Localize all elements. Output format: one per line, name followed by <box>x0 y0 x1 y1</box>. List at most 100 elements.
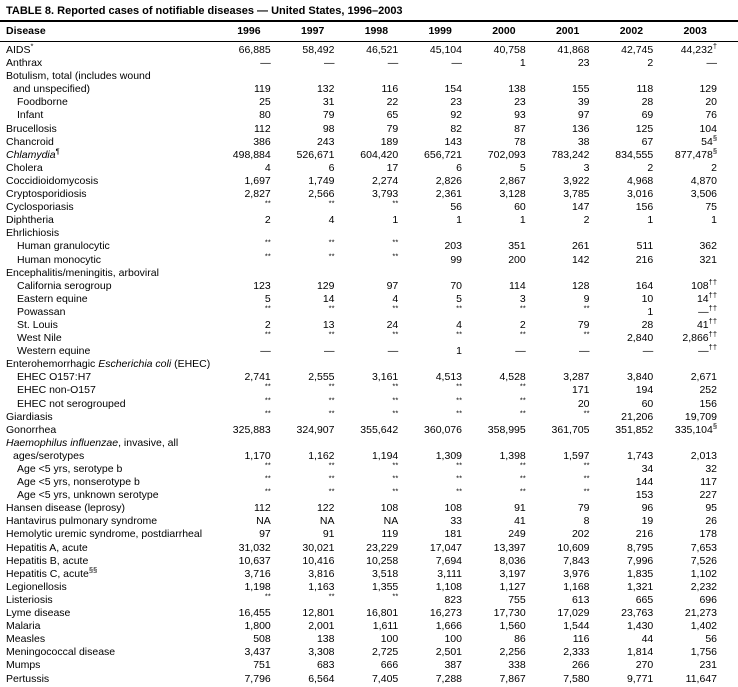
disease-label: Western equine <box>17 345 91 358</box>
value-cell: — <box>387 57 399 70</box>
value-cell: 1 <box>456 345 462 358</box>
value-cell: ** <box>456 486 462 496</box>
value-cell: 3,716 <box>244 567 271 580</box>
value-cell: ** <box>456 408 462 418</box>
value-cell: 216 <box>635 528 654 541</box>
disease-label: California serogroup <box>17 279 112 292</box>
value-cell: ** <box>328 591 335 601</box>
value-cell: ** <box>264 395 271 405</box>
value-cell: 4 <box>264 161 271 174</box>
value-cell: ** <box>456 329 462 339</box>
value-cell <box>292 437 356 450</box>
value-cell: 13 <box>322 318 335 331</box>
value-cell <box>611 267 675 280</box>
value-cell: 117 <box>700 476 717 489</box>
value-cell: ** <box>392 473 399 483</box>
value-cell: 216 <box>635 253 654 266</box>
value-cell: 665 <box>635 593 654 606</box>
disease-label: Hepatitis A, acute <box>6 541 88 554</box>
value-cell: 3,308 <box>308 646 335 659</box>
table-row: Cyclosporiasis ** ** ** 56 60 147 156 75 <box>0 199 738 214</box>
value-cell: 508 <box>253 633 271 646</box>
value-cell: 96 <box>641 502 654 515</box>
value-cell: 95 <box>705 502 717 515</box>
value-cell: 2 <box>711 161 717 174</box>
value-cell: 1 <box>392 214 399 227</box>
value-cell: 2,555 <box>308 371 335 384</box>
value-cell: 7,796 <box>244 672 271 685</box>
disease-label: Brucellosis <box>6 122 57 135</box>
disease-label: Foodborne <box>17 96 68 109</box>
value-cell: 325,883 <box>232 423 271 436</box>
table-row: Hepatitis C, acute§§ 3,716 3,816 3,518 3,111… <box>0 566 738 581</box>
value-cell: 266 <box>571 659 590 672</box>
value-cell: 2,232 <box>690 580 717 593</box>
value-cell: 702,093 <box>487 148 526 161</box>
value-cell <box>356 267 420 280</box>
value-cell: 23 <box>450 96 462 109</box>
column-header-1998: 1998 <box>355 22 420 42</box>
disease-label: Cholera <box>6 161 43 174</box>
value-cell: 3,128 <box>499 188 526 201</box>
value-cell: 10 <box>641 292 654 305</box>
value-cell: 526,671 <box>296 148 335 161</box>
value-cell <box>674 70 738 83</box>
disease-label: Human monocytic <box>17 253 102 266</box>
value-cell: ** <box>519 395 526 405</box>
value-cell: 231 <box>699 659 717 672</box>
value-cell: ** <box>392 237 399 247</box>
value-cell: 3,816 <box>308 567 335 580</box>
table-row: Anthrax — — — — 1 23 2 — <box>0 57 738 70</box>
notifiable-diseases-table: Disease 1996 1997 1998 1999 2000 2001 20… <box>0 22 738 686</box>
value-cell: ** <box>519 408 526 418</box>
value-cell: 1,402 <box>690 620 717 633</box>
table-row: Age <5 yrs, unknown serotype ** ** ** ** ** **… <box>0 486 738 502</box>
value-cell: ** <box>392 329 399 339</box>
value-cell: 104 <box>699 122 717 135</box>
value-cell: 156 <box>699 397 717 410</box>
value-cell: 2 <box>264 214 271 227</box>
value-cell: 46,521 <box>366 44 399 56</box>
table-row: Hantavirus pulmonary syndrome NA NA NA 33 41 8… <box>0 515 738 528</box>
table-row: Foodborne 25 31 22 23 23 39 28 20 <box>0 96 738 109</box>
disease-label: Coccidioidomycosis <box>6 174 99 187</box>
value-cell: — <box>451 57 463 70</box>
table-row: Brucellosis 112 98 79 82 87 136 125 104 <box>0 123 738 136</box>
table-row: West Nile ** ** ** ** ** ** 2,840 2,866†† <box>0 329 738 345</box>
table-row: St. Louis 2 13 24 4 2 79 28 41†† <box>0 317 738 332</box>
value-cell: 2,333 <box>563 646 590 659</box>
value-cell: 136 <box>571 122 590 135</box>
value-cell: 21,273 <box>684 607 717 620</box>
disease-label: Measles <box>6 633 46 646</box>
value-cell: ** <box>328 486 335 496</box>
value-cell <box>547 70 611 83</box>
table-row: Hepatitis B, acute 10,637 10,416 10,258 7,69… <box>0 555 738 568</box>
value-cell: ** <box>392 381 399 391</box>
table-row: Mumps 751 683 666 387 338 266 270 231 <box>0 659 738 672</box>
table-row: Age <5 yrs, nonserotype b ** ** ** ** ** ** 144… <box>0 473 738 489</box>
value-cell: 4 <box>456 318 462 331</box>
value-cell: 7,580 <box>563 672 590 685</box>
value-cell <box>228 358 292 371</box>
disease-label: Diphtheria <box>6 214 54 227</box>
value-cell: 67 <box>641 135 654 148</box>
value-cell: 1,835 <box>626 567 654 580</box>
value-cell: 66,885 <box>238 44 271 56</box>
value-cell: ** <box>392 395 399 405</box>
value-cell: 12,801 <box>302 607 335 620</box>
value-cell: ** <box>264 408 271 418</box>
table-row: Pertussis 7,796 6,564 7,405 7,288 7,867 7,580 9… <box>0 673 738 686</box>
disease-label: Pertussis <box>6 672 50 685</box>
value-cell: 116 <box>572 633 590 646</box>
value-cell: 243 <box>316 135 335 148</box>
value-cell: 17 <box>386 161 399 174</box>
table-row: Chlamydia¶ 498,884 526,671 604,420 656,721 70… <box>0 147 738 162</box>
table-row: Human monocytic ** ** ** 99 200 142 216 321 <box>0 252 738 267</box>
header-row: Disease 1996 1997 1998 1999 2000 2001 20… <box>0 22 738 42</box>
value-cell: 202 <box>571 528 590 541</box>
value-cell: 261 <box>571 240 590 253</box>
value-cell: 338 <box>508 659 526 672</box>
value-cell: 7,694 <box>435 554 462 567</box>
value-cell: 79 <box>386 122 399 135</box>
disease-label: Gonorrhea <box>6 423 57 436</box>
